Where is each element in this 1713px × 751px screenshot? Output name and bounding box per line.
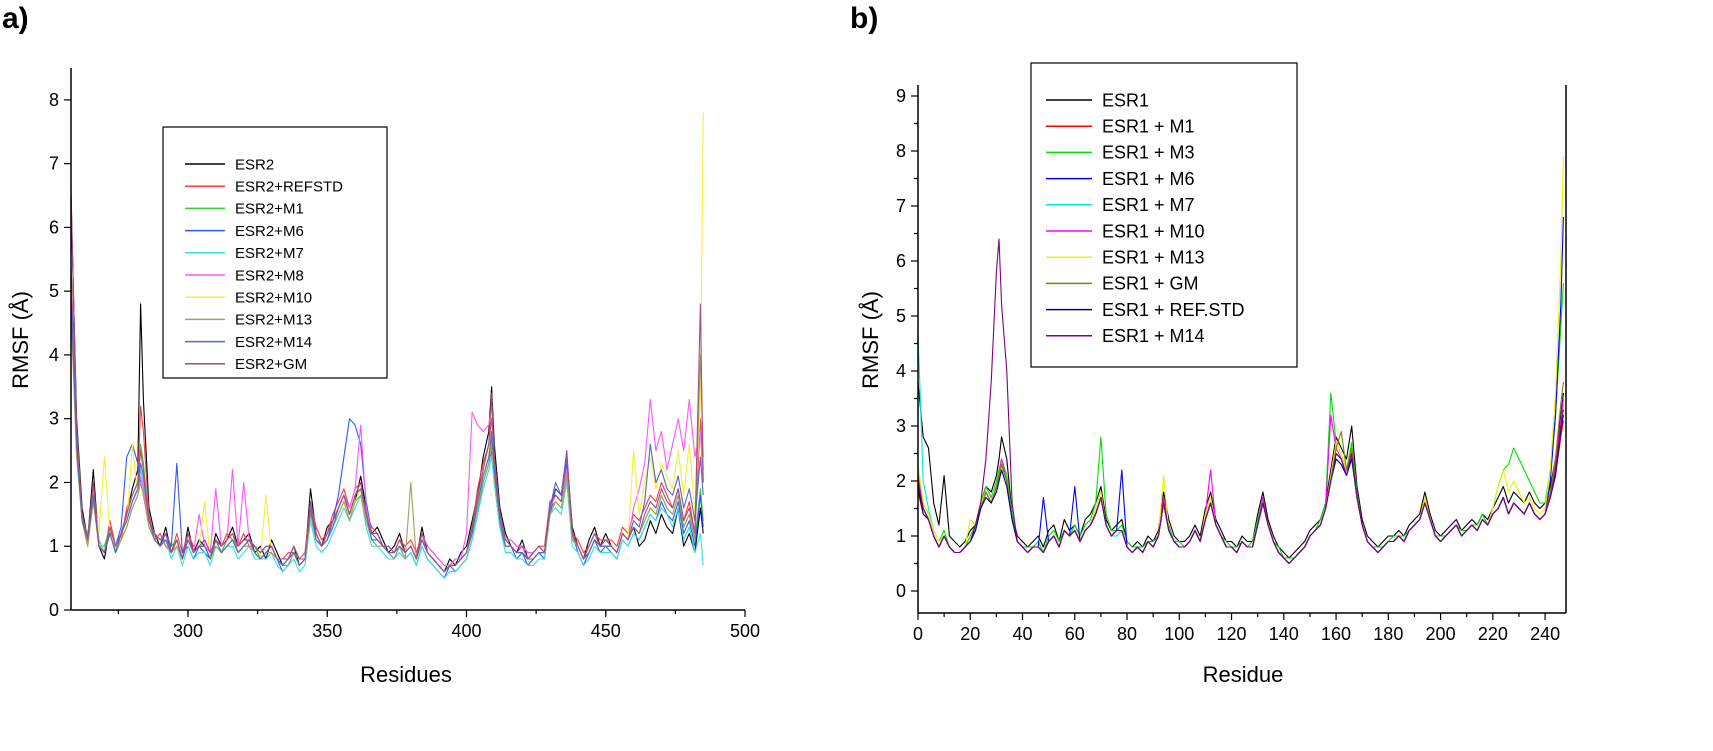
chart-b-x-tick-label: 180 xyxy=(1373,624,1403,644)
chart-a-legend-label-4: ESR2+M7 xyxy=(235,245,304,262)
chart-a-x-tick-label: 400 xyxy=(451,621,481,641)
chart-a-y-tick-label: 8 xyxy=(49,90,59,110)
chart-b-y-tick-label: 4 xyxy=(896,361,906,381)
chart-b-series-line-0 xyxy=(917,381,1564,559)
chart-a-y-tick-label: 7 xyxy=(49,154,59,174)
chart-b-series-line-8 xyxy=(917,414,1564,565)
chart-b-series-group xyxy=(917,156,1564,565)
chart-b-x-tick-label: 140 xyxy=(1269,624,1299,644)
chart-b-y-tick-label: 7 xyxy=(896,196,906,216)
chart-b-x-tick-label: 160 xyxy=(1321,624,1351,644)
chart-a-y-tick-label: 2 xyxy=(49,472,59,492)
chart-b-y-tick-label: 6 xyxy=(896,251,906,271)
chart-b-ticks: 0 20 40 60 80 100 120 140 160 180 200 220 240 0 1 2 3 4 5 6… xyxy=(896,86,1560,644)
chart-b-y-tick-label: 5 xyxy=(896,306,906,326)
chart-b-legend-label-9: ESR1 + M14 xyxy=(1102,326,1205,346)
chart-a-y-tick-label: 6 xyxy=(49,217,59,237)
chart-a-y-tick-label: 5 xyxy=(49,281,59,301)
chart-a: 300 350 400 450 500 0 1 2 3 4 5 6 7 8 Residues RMSF (… xyxy=(8,68,760,687)
chart-a-y-tick-label: 4 xyxy=(49,345,59,365)
chart-a-legend-label-0: ESR2 xyxy=(235,156,274,173)
chart-b-x-tick-label: 240 xyxy=(1530,624,1560,644)
chart-a-y-title: RMSF (Å) xyxy=(8,291,33,389)
chart-b-legend-label-4: ESR1 + M7 xyxy=(1102,195,1195,215)
chart-b-y-tick-label: 9 xyxy=(896,86,906,106)
chart-b-y-tick-label: 8 xyxy=(896,141,906,161)
chart-b-x-title: Residue xyxy=(1203,662,1284,687)
chart-b-x-tick-label: 40 xyxy=(1013,624,1033,644)
chart-a-legend-label-1: ESR2+REFSTD xyxy=(235,178,343,195)
panel-b-label: b) xyxy=(850,2,878,35)
chart-b-legend-label-3: ESR1 + M6 xyxy=(1102,169,1195,189)
chart-a-legend-label-2: ESR2+M1 xyxy=(235,201,304,218)
chart-b-x-tick-label: 0 xyxy=(913,624,923,644)
chart-a-legend-label-8: ESR2+M14 xyxy=(235,334,312,351)
chart-b-legend-label-2: ESR1 + M3 xyxy=(1102,143,1195,163)
chart-b-series-line-9 xyxy=(917,238,1564,565)
chart-b-x-tick-label: 200 xyxy=(1426,624,1456,644)
chart-b-x-tick-label: 20 xyxy=(960,624,980,644)
chart-b-legend-label-0: ESR1 xyxy=(1102,90,1149,110)
chart-b-x-tick-label: 220 xyxy=(1478,624,1508,644)
chart-b-legend-label-8: ESR1 + REF.STD xyxy=(1102,300,1245,320)
chart-b-legend-box xyxy=(1030,62,1298,368)
chart-a-legend-label-9: ESR2+GM xyxy=(235,356,307,373)
chart-a-legend-label-5: ESR2+M8 xyxy=(235,267,304,284)
chart-b-legend-label-7: ESR1 + GM xyxy=(1102,274,1199,294)
chart-a-x-tick-label: 500 xyxy=(730,621,760,641)
chart-b-legend: ESR1 ESR1 + M1 ESR1 + M3 ESR1 + M6 ESR1 + M7… xyxy=(1046,90,1245,346)
chart-b-x-tick-label: 100 xyxy=(1164,624,1194,644)
chart-b-series-line-1 xyxy=(917,420,1564,565)
chart-a-legend-label-7: ESR2+M13 xyxy=(235,312,312,329)
chart-a-x-tick-label: 300 xyxy=(173,621,203,641)
panel-a-label: a) xyxy=(2,2,29,35)
chart-a-series-group xyxy=(70,112,704,579)
chart-b-legend-label-5: ESR1 + M10 xyxy=(1102,221,1205,241)
chart-a-x-tick-label: 350 xyxy=(312,621,342,641)
chart-b-legend-label-6: ESR1 + M13 xyxy=(1102,248,1205,268)
chart-b-y-tick-label: 3 xyxy=(896,416,906,436)
chart-a-series-line-4 xyxy=(70,303,704,579)
chart-a-ticks: 300 350 400 450 500 0 1 2 3 4 5 6 7 8 xyxy=(49,90,760,641)
chart-b-x-tick-label: 80 xyxy=(1117,624,1137,644)
chart-b-y-tick-label: 0 xyxy=(896,581,906,601)
chart-b-y-tick-label: 2 xyxy=(896,471,906,491)
chart-b-x-tick-label: 60 xyxy=(1065,624,1085,644)
chart-b-legend-label-1: ESR1 + M1 xyxy=(1102,117,1195,137)
chart-a-y-tick-label: 1 xyxy=(49,536,59,556)
chart-a-series-line-9 xyxy=(70,189,704,573)
chart-b-y-title: RMSF (Å) xyxy=(858,291,883,389)
chart-b-series-line-7 xyxy=(917,381,1564,565)
chart-b-y-tick-label: 1 xyxy=(896,526,906,546)
chart-b-x-tick-label: 120 xyxy=(1217,624,1247,644)
chart-a-legend-label-3: ESR2+M6 xyxy=(235,223,304,240)
chart-a-legend: ESR2 ESR2+REFSTD ESR2+M1 ESR2+M6 ESR2+M7 ESR2… xyxy=(185,156,343,373)
chart-b: 0 20 40 60 80 100 120 140 160 180 200 220 240 0 1 2 3 4 5 6… xyxy=(858,62,1567,687)
chart-a-x-title: Residues xyxy=(360,662,452,687)
chart-a-y-tick-label: 3 xyxy=(49,409,59,429)
chart-a-x-tick-label: 450 xyxy=(591,621,621,641)
chart-a-y-tick-label: 0 xyxy=(49,600,59,620)
chart-a-legend-label-6: ESR2+M10 xyxy=(235,289,312,306)
